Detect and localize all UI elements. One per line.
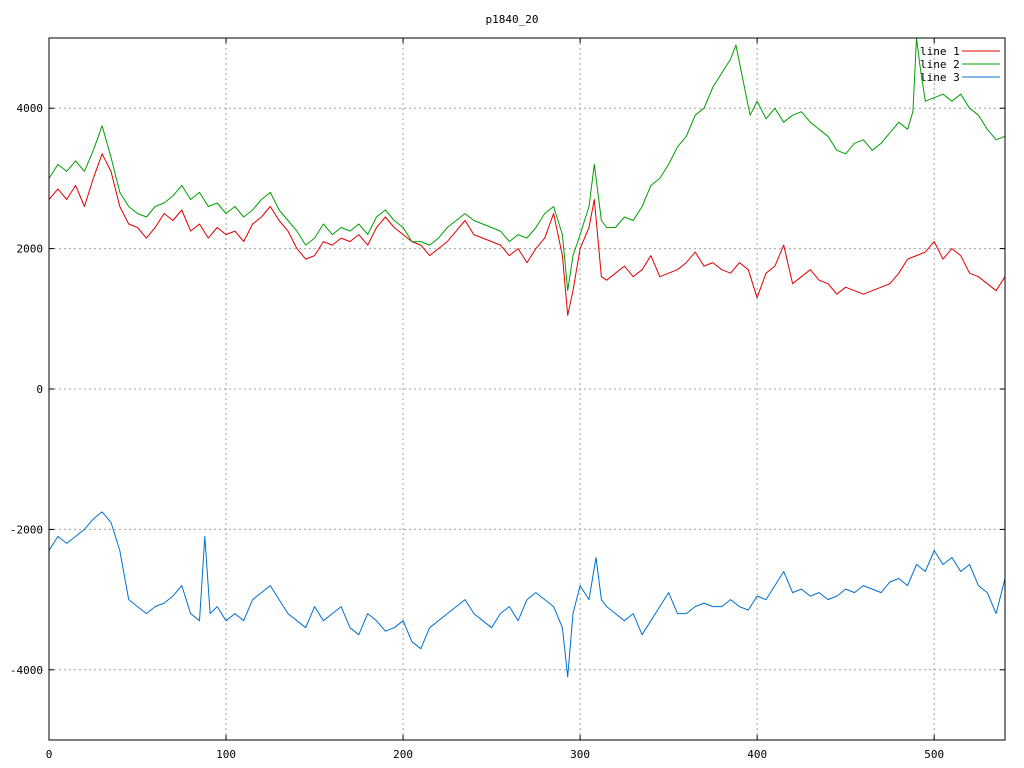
x-tick-label: 100 (216, 748, 236, 761)
legend-label: line 1 (920, 45, 960, 58)
legend-label: line 2 (920, 58, 960, 71)
grid (49, 38, 1005, 740)
x-tick-label: 0 (46, 748, 53, 761)
y-tick-label: 2000 (17, 243, 44, 256)
x-tick-label: 300 (570, 748, 590, 761)
x-tick-label: 500 (924, 748, 944, 761)
series-group (48, 37, 1006, 678)
legend-label: line 3 (920, 71, 960, 84)
chart-title: p1840_20 (486, 13, 539, 26)
x-tick-label: 200 (393, 748, 413, 761)
series-line-1 (48, 153, 1006, 316)
series-line-2 (48, 37, 1006, 292)
y-tick-label: 4000 (17, 102, 44, 115)
x-tick-label: 400 (747, 748, 767, 761)
y-tick-label: -4000 (10, 664, 43, 677)
axes: 0 100 200 300 400 500 -4000 -2000 0 2000 4000 (10, 37, 1006, 761)
y-tick-label: 0 (36, 383, 43, 396)
series-line-3 (48, 511, 1006, 678)
y-tick-label: -2000 (10, 523, 43, 536)
